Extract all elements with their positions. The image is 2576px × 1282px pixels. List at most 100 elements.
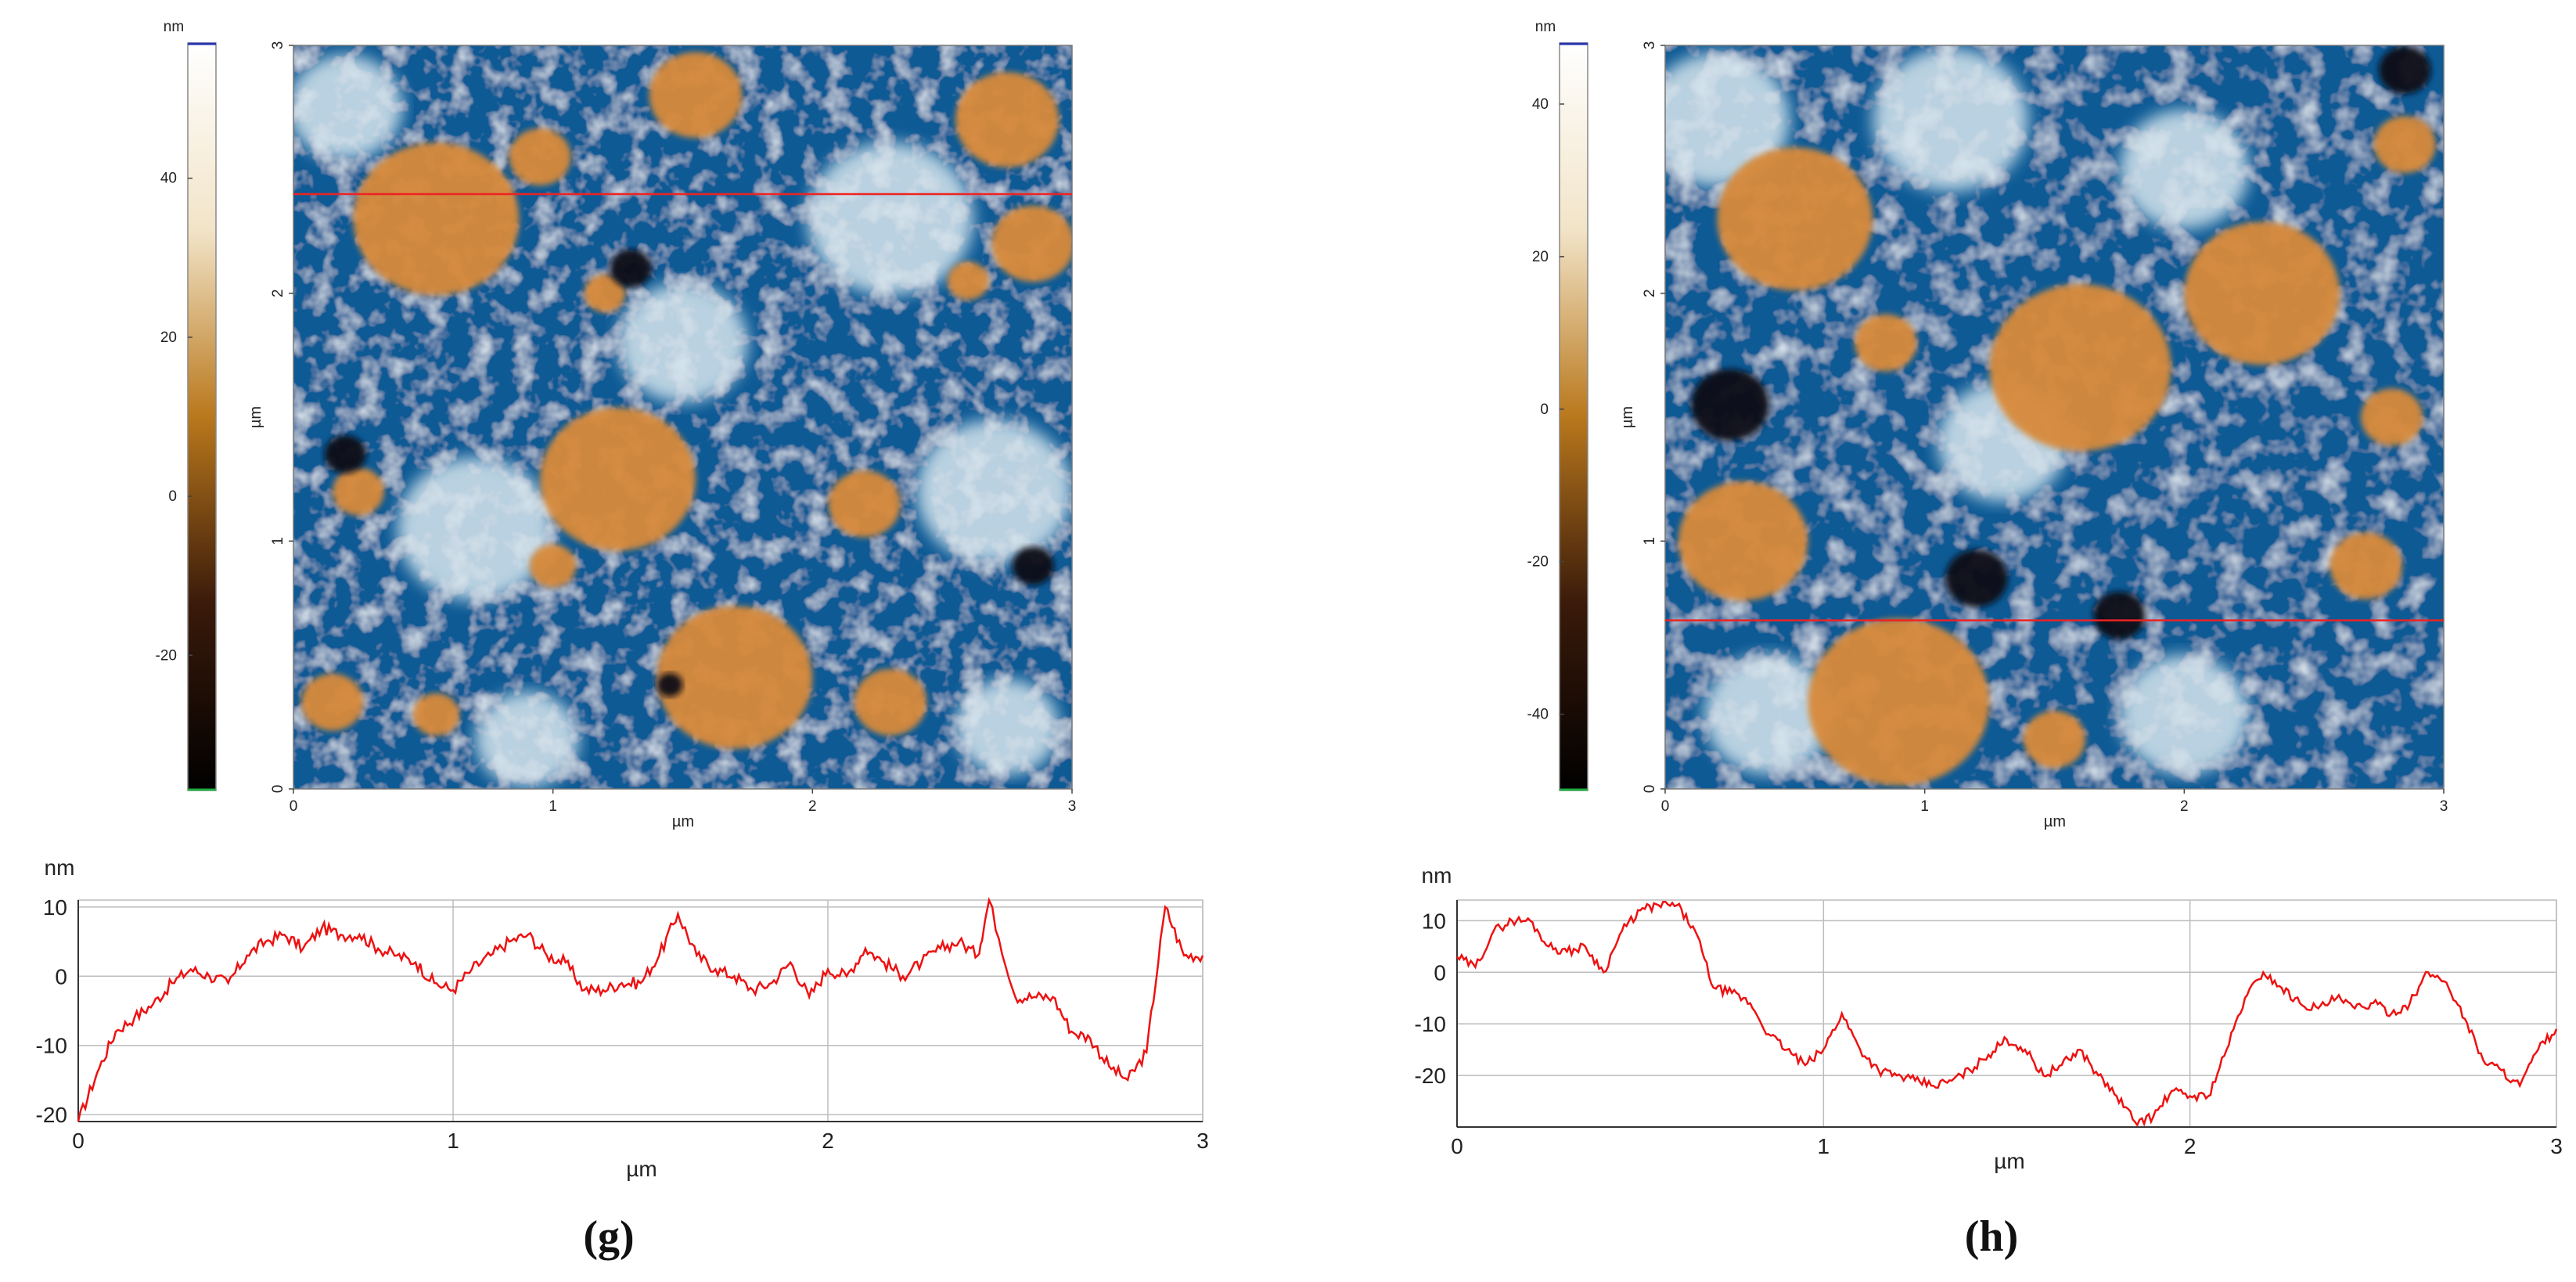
profile-chart-g-xticks: 0 1 2 3 [72,1129,1209,1153]
afm-map-h-feature-5 [2373,116,2437,174]
afm-map-h-xtick-0: 0 [1661,798,1670,815]
colorbar-g-ticks: 40 20 0 -20 [156,171,192,664]
afm-map-g-xtick-3: 3 [1068,798,1077,815]
profile-chart-h-xticks: 0 1 2 3 [1451,1134,2563,1158]
profile-chart-h: 10 0 -10 -20 0 1 2 3 nm µm [1415,863,2563,1173]
afm-map-h-feature-12 [2119,110,2250,229]
afm-map-g-ytick-2: 2 [270,289,286,297]
afm-map-h-feature-10 [1665,52,1790,187]
afm-map-g-feature-8 [412,693,460,736]
afm-map-h-feature-11 [1873,48,2029,192]
afm-map-g-feature-25 [324,435,366,474]
colorbar-h-tick-0: 40 [1532,96,1549,113]
afm-map-g-xticks: 0 1 2 3 [290,789,1077,815]
afm-map-g-feature-24 [1012,546,1054,585]
afm-map-g-surface [293,45,1072,789]
afm-map-g-ylabel: µm [247,406,264,428]
afm-map-h-feature-3 [1678,481,1808,601]
profile-chart-g-yticks: 10 0 -10 -20 [36,895,67,1127]
profile-chart-h-series [1456,900,2558,1128]
afm-map-g-yticks: 0 1 2 3 [270,41,293,794]
afm-map-h-feature-0 [1717,147,1873,291]
colorbar-h-tick-3: -20 [1527,554,1549,571]
colorbar-h-unit: nm [1535,19,1556,35]
afm-map-g-feature-18 [916,420,1072,564]
afm-map-h-ytick-3: 3 [1642,41,1658,50]
colorbar-g-unit: nm [164,19,184,35]
afm-map-g-feature-7 [300,673,364,731]
profile-chart-g-ytick-0: 10 [43,895,67,920]
colorbar-h-tick-4: -40 [1527,707,1549,723]
afm-map-h-feature-9 [2360,388,2423,446]
colorbar-h-tick-2: 0 [1540,402,1549,418]
afm-map-h-xlabel: µm [2044,813,2066,830]
profile-chart-g-xlabel: µm [626,1157,657,1181]
panel-label-h-letter: h [1979,1212,2003,1261]
afm-map-g-xtick-0: 0 [290,798,298,815]
profile-chart-h-ylabel: nm [1422,863,1452,888]
profile-chart-h-grid [1456,899,2557,1128]
afm-map-g-feature-2 [657,605,813,750]
afm-map-g-feature-9 [854,668,927,736]
afm-map-g-ytick-0: 0 [270,785,286,794]
afm-map-h-feature-6 [1855,314,1917,372]
colorbar-g-bar [187,42,217,791]
colorbar-h-bar [1559,42,1588,791]
afm-map-h-xtick-2: 2 [2180,798,2189,815]
profile-chart-g-xtick-1: 1 [447,1129,459,1153]
profile-chart-g-xtick-3: 3 [1196,1129,1209,1153]
afm-map-h-xtick-1: 1 [1920,798,1929,815]
afm-map-h-feature-1 [1989,283,2171,452]
colorbar-h-tick-1: 20 [1532,249,1549,265]
profile-chart-h-xtick-0: 0 [1451,1134,1463,1158]
afm-map-h-feature-4 [1808,618,1990,786]
afm-map-g-feature-1 [540,407,696,551]
afm-map-h-feature-2 [2184,221,2340,366]
afm-map-g-xlabel: µm [672,813,694,830]
afm-map-g-feature-11 [332,467,385,516]
afm-map-g: 0 1 2 3 0 1 2 3 µm µm [247,41,1076,830]
afm-map-h-ytick-1: 1 [1642,537,1658,546]
profile-chart-h-ytick-2: -10 [1415,1012,1446,1036]
profile-chart-g-ytick-2: -10 [36,1034,67,1058]
panel-label-h: (h) [1965,1212,2018,1261]
afm-map-h-feature-14 [1704,654,1834,775]
profile-chart-h-ytick-0: 10 [1422,909,1446,933]
profile-chart-h-yticks: 10 0 -10 -20 [1415,909,1446,1088]
afm-map-h-yticks: 0 1 2 3 [1642,41,1665,794]
colorbar-g-tick-2: 0 [168,488,177,505]
afm-map-g-feature-13 [947,261,989,301]
profile-chart-g-ytick-1: 0 [55,964,67,989]
afm-map-h-feature-16 [1691,369,1769,441]
afm-map-g-ytick-3: 3 [270,41,286,50]
colorbar-g-tick-3: -20 [156,647,177,664]
afm-map-h-feature-13 [2119,654,2250,775]
afm-map-g-feature-10 [991,205,1072,283]
afm-map-g-feature-15 [293,55,403,160]
afm-map-g-feature-12 [584,274,626,313]
afm-map-g-feature-21 [955,679,1060,775]
profile-chart-h-ytick-1: 0 [1434,960,1446,985]
afm-map-h-xticks: 0 1 2 3 [1661,789,2448,815]
colorbar-h-ticks: 40 20 0 -20 -40 [1527,96,1564,723]
afm-map-h-ytick-0: 0 [1642,785,1658,794]
afm-map-h-ytick-2: 2 [1642,289,1658,297]
profile-chart-g-frame [77,899,1203,1122]
afm-map-g-feature-5 [828,470,901,538]
afm-map-g-feature-17 [397,456,553,601]
afm-map-h-frame [1664,45,2445,790]
profile-chart-h-xtick-2: 2 [2184,1134,2196,1158]
afm-map-g-ytick-1: 1 [270,537,286,546]
afm-map-h-surface [1665,45,2444,789]
profile-chart-h-xtick-1: 1 [1818,1134,1830,1158]
profile-chart-h-ytick-3: -20 [1415,1064,1446,1088]
afm-map-g-feature-23 [610,249,652,288]
afm-map-h-feature-19 [2093,591,2146,639]
afm-map-g-feature-20 [475,691,579,787]
afm-map-h-feature-18 [2379,46,2431,95]
afm-map-g-feature-3 [649,52,743,139]
afm-map-g-feature-14 [529,544,577,588]
